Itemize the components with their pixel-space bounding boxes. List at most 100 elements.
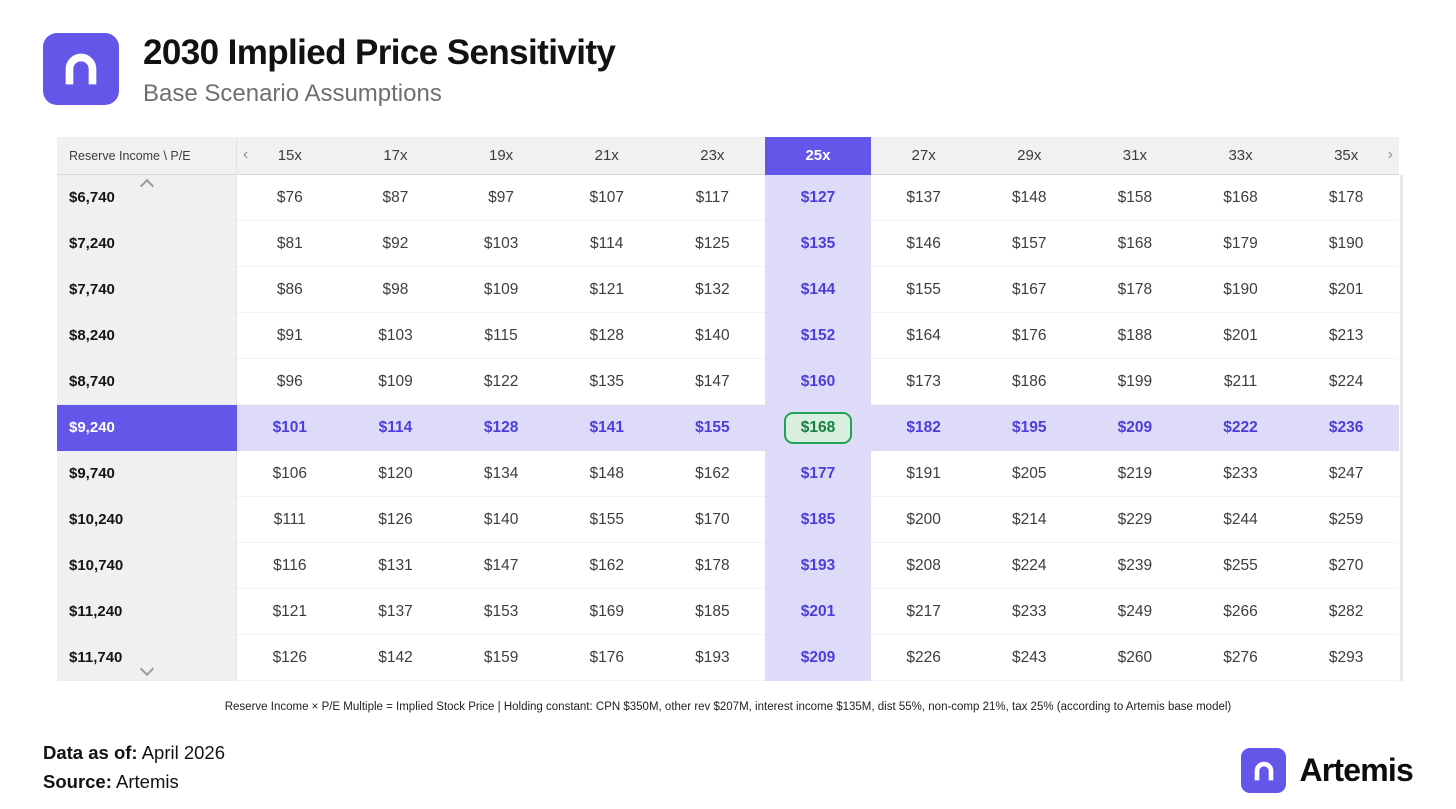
row-header-$10,740[interactable]: $10,740: [57, 543, 237, 589]
col-header-31x[interactable]: 31x: [1082, 137, 1188, 175]
cell-$10,240-17x[interactable]: $126: [342, 497, 449, 543]
cell-$11,240-19x[interactable]: $153: [448, 589, 554, 635]
cell-$10,240-21x[interactable]: $155: [553, 497, 660, 543]
cell-$8,240-23x[interactable]: $140: [659, 313, 766, 359]
cell-$10,740-21x[interactable]: $162: [553, 543, 660, 589]
cell-$11,740-33x[interactable]: $276: [1187, 635, 1294, 681]
cell-$6,740-35x[interactable]: $178: [1293, 175, 1399, 221]
cell-$9,740-19x[interactable]: $134: [448, 451, 554, 497]
cell-$7,240-31x[interactable]: $168: [1082, 221, 1188, 267]
col-header-17x[interactable]: 17x: [342, 137, 449, 175]
cell-$10,240-31x[interactable]: $229: [1082, 497, 1188, 543]
cell-$9,740-23x[interactable]: $162: [659, 451, 766, 497]
cell-$6,740-19x[interactable]: $97: [448, 175, 554, 221]
cell-$9,740-31x[interactable]: $219: [1082, 451, 1188, 497]
cell-$10,740-23x[interactable]: $178: [659, 543, 766, 589]
cell-$6,740-27x[interactable]: $137: [870, 175, 977, 221]
row-header-$7,240[interactable]: $7,240: [57, 221, 237, 267]
cell-$9,740-35x[interactable]: $247: [1293, 451, 1399, 497]
cell-$11,740-23x[interactable]: $193: [659, 635, 766, 681]
cell-$9,240-31x[interactable]: $209: [1082, 405, 1188, 451]
cell-$8,740-21x[interactable]: $135: [553, 359, 660, 405]
cell-$8,740-19x[interactable]: $122: [448, 359, 554, 405]
col-header-21x[interactable]: 21x: [553, 137, 660, 175]
cell-$11,240-25x[interactable]: $201: [765, 589, 871, 635]
cell-$6,740-23x[interactable]: $117: [659, 175, 766, 221]
cell-$7,240-35x[interactable]: $190: [1293, 221, 1399, 267]
cell-$9,740-33x[interactable]: $233: [1187, 451, 1294, 497]
cell-$10,240-23x[interactable]: $170: [659, 497, 766, 543]
cell-$10,740-33x[interactable]: $255: [1187, 543, 1294, 589]
row-header-$9,240[interactable]: $9,240: [57, 405, 237, 451]
cell-$8,740-17x[interactable]: $109: [342, 359, 449, 405]
col-header-25x[interactable]: 25x: [765, 137, 871, 175]
cell-$7,240-29x[interactable]: $157: [976, 221, 1083, 267]
cell-$9,740-21x[interactable]: $148: [553, 451, 660, 497]
cell-$7,240-33x[interactable]: $179: [1187, 221, 1294, 267]
cell-$9,240-15x[interactable]: $101: [237, 405, 343, 451]
cell-$10,740-19x[interactable]: $147: [448, 543, 554, 589]
cell-$8,240-27x[interactable]: $164: [870, 313, 977, 359]
cell-$11,240-15x[interactable]: $121: [237, 589, 343, 635]
col-header-19x[interactable]: 19x: [448, 137, 554, 175]
cell-$11,740-17x[interactable]: $142: [342, 635, 449, 681]
cell-$11,240-17x[interactable]: $137: [342, 589, 449, 635]
cell-$7,740-19x[interactable]: $109: [448, 267, 554, 313]
cell-$7,740-17x[interactable]: $98: [342, 267, 449, 313]
cell-$8,740-27x[interactable]: $173: [870, 359, 977, 405]
cell-$9,740-15x[interactable]: $106: [237, 451, 343, 497]
cell-$11,240-31x[interactable]: $249: [1082, 589, 1188, 635]
cell-$11,740-25x[interactable]: $209: [765, 635, 871, 681]
cell-$11,240-35x[interactable]: $282: [1293, 589, 1399, 635]
cell-$8,240-17x[interactable]: $103: [342, 313, 449, 359]
cell-$6,740-15x[interactable]: $76: [237, 175, 343, 221]
cell-$9,740-25x[interactable]: $177: [765, 451, 871, 497]
cell-$9,240-33x[interactable]: $222: [1187, 405, 1294, 451]
cell-$9,740-29x[interactable]: $205: [976, 451, 1083, 497]
row-header-$7,740[interactable]: $7,740: [57, 267, 237, 313]
scroll-left-icon[interactable]: ‹: [243, 145, 249, 163]
row-header-$6,740[interactable]: $6,740: [57, 175, 237, 221]
cell-$10,240-27x[interactable]: $200: [870, 497, 977, 543]
col-header-35x[interactable]: 35x ›: [1293, 137, 1399, 175]
cell-$7,740-25x[interactable]: $144: [765, 267, 871, 313]
cell-$10,740-35x[interactable]: $270: [1293, 543, 1399, 589]
cell-$11,240-21x[interactable]: $169: [553, 589, 660, 635]
cell-$8,240-25x[interactable]: $152: [765, 313, 871, 359]
cell-$11,240-27x[interactable]: $217: [870, 589, 977, 635]
cell-$8,240-35x[interactable]: $213: [1293, 313, 1399, 359]
cell-$10,240-35x[interactable]: $259: [1293, 497, 1399, 543]
cell-$9,240-17x[interactable]: $114: [342, 405, 449, 451]
cell-$10,240-33x[interactable]: $244: [1187, 497, 1294, 543]
cell-$7,740-21x[interactable]: $121: [553, 267, 660, 313]
cell-$6,740-21x[interactable]: $107: [553, 175, 660, 221]
cell-$7,740-33x[interactable]: $190: [1187, 267, 1294, 313]
scroll-down-icon[interactable]: [139, 661, 154, 677]
cell-$9,240-21x[interactable]: $141: [553, 405, 660, 451]
cell-$8,740-15x[interactable]: $96: [237, 359, 343, 405]
col-header-27x[interactable]: 27x: [870, 137, 977, 175]
row-header-$10,240[interactable]: $10,240: [57, 497, 237, 543]
cell-$7,740-35x[interactable]: $201: [1293, 267, 1399, 313]
row-header-$9,740[interactable]: $9,740: [57, 451, 237, 497]
cell-$10,240-19x[interactable]: $140: [448, 497, 554, 543]
cell-$11,240-23x[interactable]: $185: [659, 589, 766, 635]
cell-$6,740-33x[interactable]: $168: [1187, 175, 1294, 221]
col-header-33x[interactable]: 33x: [1187, 137, 1294, 175]
cell-$7,740-31x[interactable]: $178: [1082, 267, 1188, 313]
cell-$8,240-21x[interactable]: $128: [553, 313, 660, 359]
cell-$11,740-29x[interactable]: $243: [976, 635, 1083, 681]
cell-$11,740-15x[interactable]: $126: [237, 635, 343, 681]
row-header-$8,240[interactable]: $8,240: [57, 313, 237, 359]
cell-$10,240-29x[interactable]: $214: [976, 497, 1083, 543]
cell-$11,740-21x[interactable]: $176: [553, 635, 660, 681]
cell-$10,740-27x[interactable]: $208: [870, 543, 977, 589]
cell-$9,740-27x[interactable]: $191: [870, 451, 977, 497]
cell-$9,240-35x[interactable]: $236: [1293, 405, 1399, 451]
cell-$7,240-17x[interactable]: $92: [342, 221, 449, 267]
cell-$7,240-25x[interactable]: $135: [765, 221, 871, 267]
cell-$10,740-17x[interactable]: $131: [342, 543, 449, 589]
cell-$7,240-23x[interactable]: $125: [659, 221, 766, 267]
cell-$9,240-23x[interactable]: $155: [659, 405, 766, 451]
cell-$6,740-29x[interactable]: $148: [976, 175, 1083, 221]
